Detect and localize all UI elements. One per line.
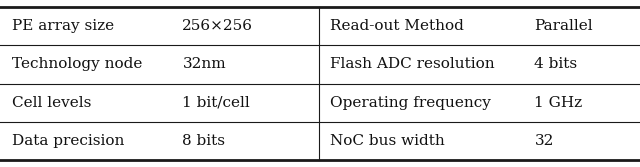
Text: 8 bits: 8 bits [182,134,225,148]
Text: Data precision: Data precision [12,134,124,148]
Text: NoC bus width: NoC bus width [330,134,444,148]
Text: 1 bit/cell: 1 bit/cell [182,96,250,110]
Text: Parallel: Parallel [534,19,593,33]
Text: Operating frequency: Operating frequency [330,96,490,110]
Text: 32nm: 32nm [182,57,226,71]
Text: 4 bits: 4 bits [534,57,577,71]
Text: Read-out Method: Read-out Method [330,19,463,33]
Text: 1 GHz: 1 GHz [534,96,582,110]
Text: PE array size: PE array size [12,19,114,33]
Text: Flash ADC resolution: Flash ADC resolution [330,57,494,71]
Text: Cell levels: Cell levels [12,96,91,110]
Text: 256×256: 256×256 [182,19,253,33]
Text: Technology node: Technology node [12,57,142,71]
Text: 32: 32 [534,134,554,148]
